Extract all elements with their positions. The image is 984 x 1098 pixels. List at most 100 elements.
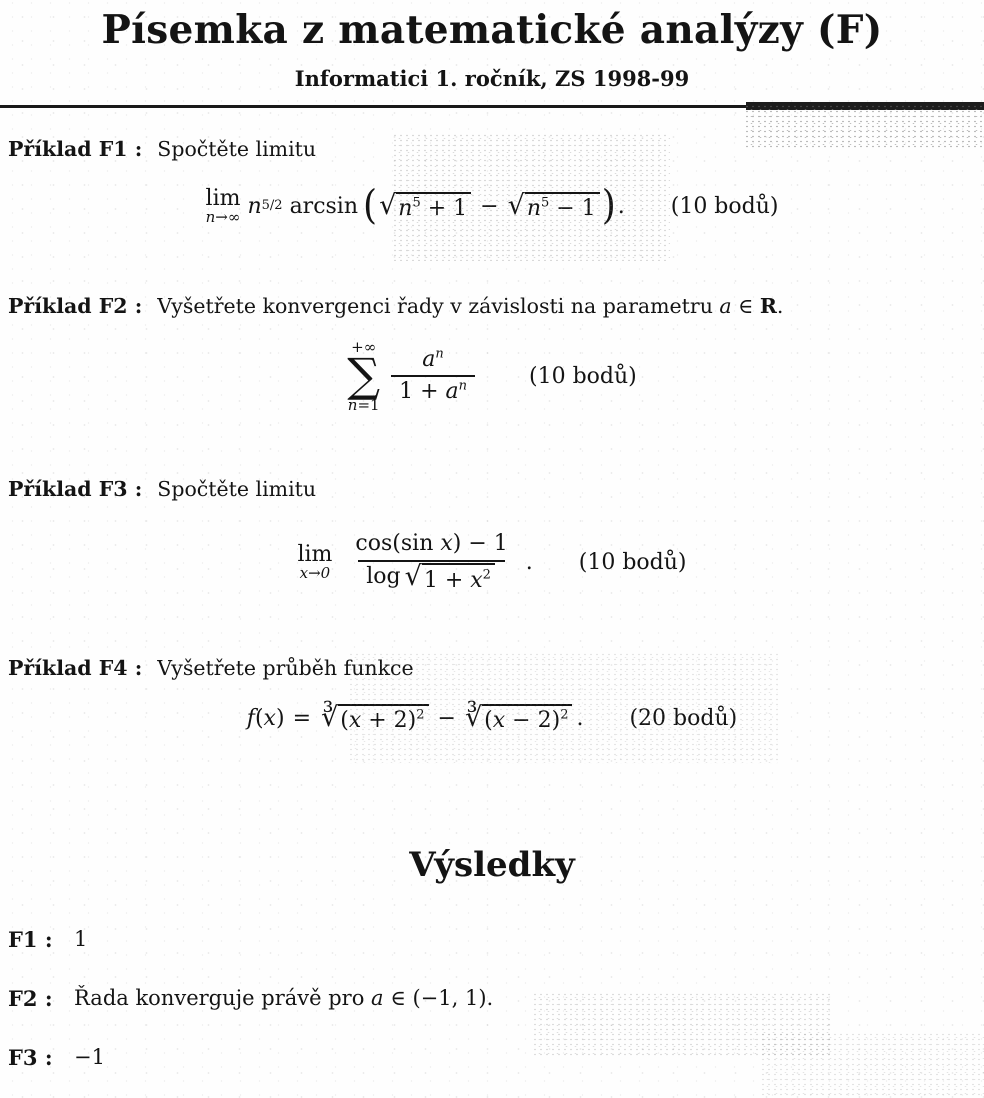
radicand-paren: (: [340, 708, 349, 734]
formula-period: .: [617, 193, 625, 219]
result-f1-value: 1: [74, 927, 88, 952]
minus-operator: −: [437, 706, 456, 732]
fraction-numerator: an: [414, 345, 452, 376]
cbrt-radicand: (x − 2)2: [482, 704, 573, 734]
sqrt-in-denominator: √ 1 + x2: [404, 560, 495, 596]
fraction-denominator: 1 + an: [391, 375, 476, 408]
sqrt-radicand: n5 − 1: [524, 191, 600, 221]
problem-f2: Příklad F2 : Vyšetřete konvergenci řady v…: [0, 294, 984, 413]
results-heading: Výsledky: [409, 845, 575, 886]
radicand-var: x: [492, 708, 506, 734]
denominator-var: a: [445, 379, 459, 405]
problem-f4-label: Příklad F4 :: [8, 656, 143, 681]
fraction: an 1 + an: [391, 345, 476, 408]
problem-f4-formula: f(x) = ∛ (x + 2)2 − ∛ (x − 2)2 . (20 bod…: [0, 702, 984, 734]
lim-word: lim: [205, 186, 241, 211]
sigma-symbol: ∑: [347, 347, 381, 402]
limit-operator: lim n→∞: [206, 187, 241, 226]
prompt-variable: a: [719, 293, 732, 318]
limit-operator: lim x→0: [297, 543, 332, 582]
sum-index-value: =1: [357, 395, 380, 414]
right-paren: ): [601, 182, 616, 229]
problem-f2-points: (10 bodů): [529, 363, 637, 389]
problem-f1-formula: lim n→∞ n 5/2 arcsin ( √ n5 + 1 − √ n5 − …: [205, 182, 779, 229]
cbrt-sign: ∛: [321, 702, 339, 734]
problem-f2-prompt: Vyšetřete konvergenci řady v závislosti …: [157, 294, 783, 318]
radicand-exp: 5: [540, 195, 550, 211]
result-f1: F1 : 1: [0, 927, 984, 952]
numerator-rest: ) − 1: [452, 530, 508, 556]
radicand-rest: + 1: [420, 195, 468, 221]
sum-lower-limit: n=1: [347, 395, 380, 414]
radicand-exp: 2: [560, 707, 569, 723]
radicand-exp: 2: [482, 567, 491, 583]
arg-var: x: [263, 706, 276, 732]
problem-f3-formula: lim x→0 cos(sin x) − 1 log √ 1 + x2 . (10 …: [0, 529, 984, 596]
prompt-text: Vyšetřete konvergenci řady v závislosti …: [157, 293, 720, 318]
problem-f4-prompt: Vyšetřete průběh funkce: [157, 656, 414, 681]
equals-sign: =: [292, 706, 311, 732]
numerator-exp: n: [435, 346, 444, 362]
problem-f1: Příklad F1 : Spočtěte limitu lim n→∞ n 5/2…: [0, 137, 984, 226]
sqrt-first: √ n5 + 1: [379, 189, 472, 221]
problem-f3-label: Příklad F3 :: [8, 476, 143, 501]
cbrt-second: ∛ (x − 2)2: [464, 702, 573, 734]
problem-f3-prompt: Spočtěte limitu: [157, 476, 317, 501]
sqrt-sign: √: [507, 189, 525, 221]
result-f3-label: F3 :: [8, 1045, 53, 1071]
result-f1-label: F1 :: [8, 927, 53, 953]
lim-subscript: n→∞: [205, 208, 241, 227]
denominator-exp: n: [458, 379, 468, 395]
radicand-paren: (: [484, 708, 493, 734]
denominator-text: 1 +: [399, 379, 446, 405]
sqrt-sign: √: [379, 189, 397, 221]
radicand-rest: − 2): [505, 708, 561, 734]
lim-subscript: x→0: [299, 564, 331, 583]
problem-f1-heading: Příklad F1 : Spočtěte limitu: [0, 137, 984, 161]
cbrt-sign: ∛: [464, 702, 483, 734]
page-title: Písemka z matematické analýzy (F): [101, 7, 883, 53]
lim-word: lim: [297, 542, 333, 568]
fraction-denominator: log √ 1 + x2: [358, 559, 505, 597]
problem-f1-label: Příklad F1 :: [8, 137, 143, 161]
minus-operator: −: [480, 193, 499, 219]
function-name: f: [246, 706, 255, 732]
problem-f2-heading: Příklad F2 : Vyšetřete konvergenci řady v…: [0, 294, 984, 318]
left-paren: (: [363, 182, 378, 229]
formula-period: .: [525, 550, 533, 576]
problem-f4-points: (20 bodů): [629, 706, 738, 732]
radicand-exp: 2: [416, 707, 425, 723]
problem-f3: Příklad F3 : Spočtěte limitu lim x→0 cos(…: [0, 477, 984, 596]
header-divider: [0, 102, 984, 110]
result-text: Řada konverguje právě pro: [74, 986, 372, 1011]
sqrt-second: √ n5 − 1: [507, 189, 600, 221]
fraction-numerator: cos(sin x) − 1: [347, 529, 515, 560]
result-variable: a: [371, 986, 384, 1011]
problem-f2-label: Příklad F2 :: [8, 293, 143, 318]
radicand-var: x: [348, 708, 362, 734]
page-subtitle: Informatici 1. ročník, ZS 1998-99: [294, 66, 690, 91]
numerator-var: x: [440, 530, 453, 556]
radicand-var: x: [470, 567, 483, 593]
coefficient-base: n: [247, 193, 262, 219]
prompt-period: .: [776, 293, 784, 318]
sqrt-sign: √: [404, 560, 422, 592]
sum-index-var: n: [347, 395, 358, 414]
result-f2-value: Řada konverguje právě pro a ∈ (−1, 1).: [74, 986, 493, 1011]
result-f2-label: F2 :: [8, 986, 53, 1012]
sum-upper-limit: +∞: [351, 337, 377, 356]
arg-left-paren: (: [254, 706, 264, 732]
problem-f1-points: (10 bodů): [670, 193, 779, 219]
radicand-var: n: [526, 195, 541, 221]
radicand-var: n: [398, 195, 413, 221]
result-f2: F2 : Řada konverguje právě pro a ∈ (−1, …: [0, 986, 984, 1011]
radicand-text: 1 +: [423, 567, 471, 593]
result-f3-value: −1: [74, 1045, 105, 1070]
sqrt-radicand: 1 + x2: [421, 562, 495, 596]
cbrt-radicand: (x + 2)2: [338, 704, 429, 734]
arg-right-paren: ): [275, 706, 285, 732]
summation-operator: +∞ ∑ n=1: [347, 337, 381, 414]
numerator-text: cos(sin: [355, 530, 441, 556]
problem-f2-formula: +∞ ∑ n=1 an 1 + an (10 bodů): [0, 337, 984, 414]
